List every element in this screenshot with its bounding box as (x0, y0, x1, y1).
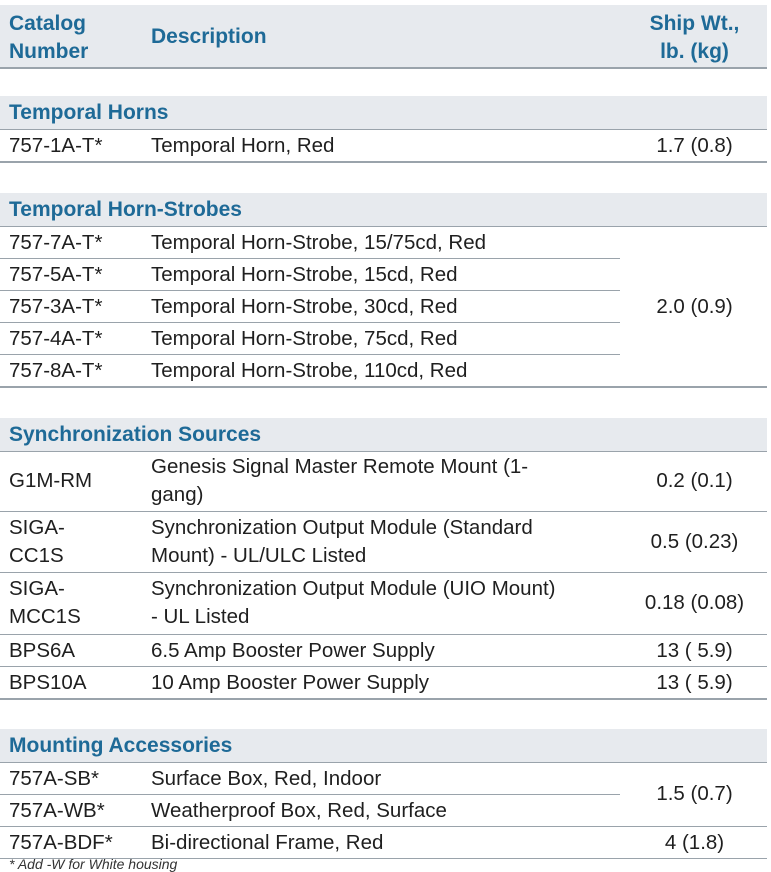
divider (0, 698, 767, 700)
section-synchronization-sources: Synchronization Sources (0, 418, 767, 452)
divider (0, 634, 767, 635)
section-title: Temporal Horns (9, 101, 169, 124)
description: 10 Amp Booster Power Supply (151, 671, 430, 694)
divider (0, 386, 767, 388)
divider (0, 161, 767, 163)
description: Temporal Horn-Strobe, 110cd, Red (151, 359, 468, 382)
divider (0, 511, 767, 512)
table-header: Catalog Number Description Ship Wt., lb.… (0, 5, 767, 69)
divider (0, 826, 767, 827)
header-number: Number (9, 40, 89, 63)
catalog-number-line2: MCC1S (9, 605, 81, 628)
ship-weight: 4 (1.8) (664, 831, 725, 854)
description-line2: Mount) - UL/ULC Listed (151, 544, 367, 567)
catalog-number: BPS10A (9, 671, 87, 694)
ship-weight: 0.2 (0.1) (656, 469, 733, 492)
ship-weight: 1.7 (0.8) (656, 134, 733, 157)
ship-weight: 13 ( 5.9) (656, 671, 733, 694)
description: Temporal Horn-Strobe, 15cd, Red (151, 263, 458, 286)
section-temporal-horns: Temporal Horns (0, 96, 767, 130)
section-title: Temporal Horn-Strobes (9, 198, 242, 221)
description: Temporal Horn-Strobe, 30cd, Red (151, 295, 458, 318)
header-catalog: Catalog (9, 12, 87, 35)
catalog-number: 757-7A-T* (9, 231, 103, 254)
catalog-number-line2: CC1S (9, 544, 64, 567)
divider (0, 322, 620, 323)
ship-weight: 0.5 (0.23) (650, 530, 739, 553)
catalog-number: BPS6A (9, 639, 76, 662)
description-line2: gang) (151, 483, 204, 506)
section-title: Synchronization Sources (9, 423, 262, 446)
ship-weight: 1.5 (0.7) (656, 782, 733, 805)
description: 6.5 Amp Booster Power Supply (151, 639, 435, 662)
footnote: * Add -W for White housing (9, 856, 178, 872)
ship-weight: 0.18 (0.08) (644, 591, 745, 614)
catalog-number: 757-1A-T* (9, 134, 103, 157)
divider (0, 858, 767, 859)
section-temporal-horn-strobes: Temporal Horn-Strobes (0, 193, 767, 227)
ship-weight: 2.0 (0.9) (656, 295, 733, 318)
divider (0, 666, 767, 667)
catalog-number: 757-5A-T* (9, 263, 103, 286)
catalog-number-line1: SIGA- (9, 577, 65, 600)
catalog-number-line1: SIGA- (9, 516, 65, 539)
header-weight-line1: Ship Wt., (649, 12, 740, 35)
description: Bi-directional Frame, Red (151, 831, 384, 854)
ship-weight: 13 ( 5.9) (656, 639, 733, 662)
catalog-number: G1M-RM (9, 469, 93, 492)
description: Temporal Horn-Strobe, 75cd, Red (151, 327, 458, 350)
description: Weatherproof Box, Red, Surface (151, 799, 447, 822)
divider (0, 572, 767, 573)
description: Temporal Horn, Red (151, 134, 335, 157)
catalog-number: 757A-BDF* (9, 831, 113, 854)
divider (0, 794, 620, 795)
description-line2: - UL Listed (151, 605, 250, 628)
section-mounting-accessories: Mounting Accessories (0, 729, 767, 763)
catalog-number: 757-4A-T* (9, 327, 103, 350)
divider (0, 258, 620, 259)
header-description: Description (151, 25, 267, 48)
catalog-number: 757-3A-T* (9, 295, 103, 318)
description-line1: Synchronization Output Module (UIO Mount… (151, 577, 556, 600)
section-title: Mounting Accessories (9, 734, 233, 757)
catalog-number: 757A-SB* (9, 767, 100, 790)
header-weight-line2: lb. (kg) (660, 40, 729, 63)
description: Surface Box, Red, Indoor (151, 767, 382, 790)
description-line1: Synchronization Output Module (Standard (151, 516, 533, 539)
description: Temporal Horn-Strobe, 15/75cd, Red (151, 231, 487, 254)
description-line1: Genesis Signal Master Remote Mount (1- (151, 455, 529, 478)
catalog-number: 757-8A-T* (9, 359, 103, 382)
divider (0, 354, 620, 355)
divider (0, 290, 620, 291)
catalog-number: 757A-WB* (9, 799, 105, 822)
